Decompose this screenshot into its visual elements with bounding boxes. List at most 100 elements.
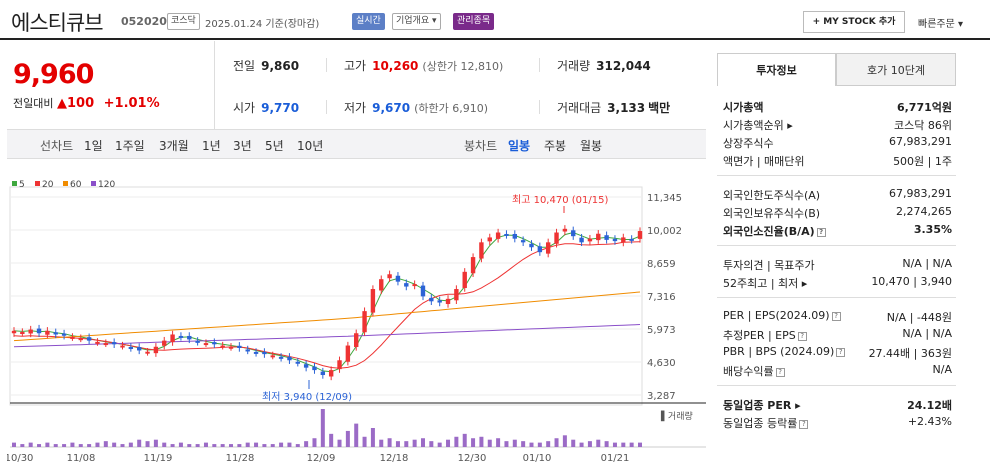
divider (326, 100, 327, 114)
candle-chart-label: 봉차트 (464, 139, 498, 153)
candle-body (554, 232, 559, 244)
volume-bar (203, 442, 208, 447)
row-52week[interactable]: 52주최고 | 최저 ▸ 10,470 | 3,940 (723, 275, 952, 290)
line-chart-label: 선차트 (40, 139, 74, 153)
volume-bar (62, 444, 67, 447)
add-mystock-button[interactable]: + MY STOCK 추가 (803, 11, 905, 33)
volume-bar (454, 436, 459, 447)
ma-line-60 (13, 291, 641, 342)
quick-order-button[interactable]: 빠른주문 ▾ (918, 19, 963, 30)
period-1y[interactable]: 1년 (202, 139, 221, 153)
period-1d[interactable]: 1일 (84, 139, 103, 153)
tab-investment-info[interactable]: 투자정보 (717, 53, 836, 86)
candle-body (128, 347, 134, 350)
period-5y[interactable]: 5년 (265, 139, 284, 153)
candle-body (454, 289, 459, 301)
x-tick-label: 12/09 (307, 453, 336, 464)
candle-body (487, 237, 492, 242)
help-icon: ? (836, 348, 846, 357)
candle-body (178, 335, 184, 338)
stock-header: 에스티큐브 052020 코스닥 2025.01.24 기준(장마감) 실시간 … (0, 0, 990, 40)
volume-bar (529, 442, 534, 447)
low-annotation: 최저 3,940 (12/09) (262, 391, 352, 403)
high-annotation: 최고 10,470 (01/15) (512, 194, 608, 206)
candle-body (295, 361, 300, 364)
candle-body (195, 340, 200, 343)
volume-label: 거래량 (557, 59, 591, 73)
volume-bar (362, 436, 367, 447)
candle-body (120, 345, 125, 348)
y-tick-label: 4,630 (647, 358, 676, 369)
candle-body (637, 231, 643, 239)
period-10y[interactable]: 10년 (297, 139, 324, 153)
candle-body (270, 355, 275, 358)
volume-bar (178, 442, 183, 447)
price-stats: 전일 9,860 고가 10,260 (상한가 12,810) 거래량 312,044 … (216, 41, 706, 129)
row-sector-rate: 동일업종 등락률? +2.43% (723, 415, 952, 430)
volume-bar (279, 442, 284, 447)
volume-bar (170, 444, 175, 447)
volume-bar (496, 438, 501, 447)
x-tick-label: 01/10 (523, 453, 552, 464)
period-3m[interactable]: 3개월 (159, 139, 189, 153)
candle-monthly[interactable]: 월봉 (580, 139, 603, 153)
tab-orderbook[interactable]: 호가 10단계 (836, 53, 956, 86)
open-value: 9,770 (261, 101, 300, 115)
amount-value: 3,133 (607, 101, 646, 115)
candle-body (520, 240, 526, 243)
volume-bar (629, 442, 634, 447)
row-foreign-hold: 외국인보유주식수(B) 2,274,265 (723, 205, 952, 220)
candle-weekly[interactable]: 주봉 (544, 139, 567, 153)
open-label: 시가 (233, 101, 256, 115)
volume-bar (329, 433, 334, 447)
divider (717, 297, 956, 298)
candle-daily[interactable]: 일봉 (508, 139, 531, 153)
candle-body (629, 238, 634, 241)
candle-body (571, 230, 576, 237)
candle-body (78, 338, 83, 341)
volume-bar (70, 442, 75, 447)
company-overview-tag[interactable]: 기업개요 ▾ (392, 13, 441, 30)
x-tick-label: 11/28 (226, 453, 255, 464)
period-1w[interactable]: 1주일 (115, 139, 145, 153)
investment-info-panel: 투자정보 호가 10단계 시가총액 6,771억원 시가총액순위 ▸ 코스닥 86위… (717, 53, 956, 441)
ma-line-20 (13, 241, 641, 369)
volume-bar (446, 439, 451, 447)
realtime-tag[interactable]: 실시간 (352, 13, 385, 30)
volume-bar (370, 428, 375, 447)
period-3y[interactable]: 3년 (233, 139, 252, 153)
price-box: 9,960 전일대비 ▲100 +1.01% (7, 41, 215, 129)
x-tick-label: 11/08 (67, 453, 96, 464)
stock-chart[interactable]: 5 20 60 120 11,345 10,002 8,659 7,316 5,973 4… (5, 160, 706, 465)
candle-body (303, 364, 309, 368)
candle-body (145, 351, 150, 354)
row-market-rank[interactable]: 시가총액순위 ▸ 코스닥 86위 (723, 119, 952, 132)
candle-body (237, 345, 242, 348)
volume-bar (596, 439, 601, 447)
candle-body (420, 285, 426, 297)
date-label: 2025.01.24 기준(장마감) (205, 19, 320, 30)
volume-bar (587, 441, 592, 447)
candle-body (70, 336, 75, 339)
row-sector-per[interactable]: 동일업종 PER ▸ 24.12배 (723, 399, 952, 412)
candle-body (137, 347, 142, 351)
volume-bar (437, 442, 442, 447)
y-tick-label: 3,287 (647, 391, 676, 402)
candle-body (354, 333, 359, 348)
candle-body (529, 243, 534, 248)
candle-body (429, 297, 434, 302)
y-tick-label: 5,973 (647, 325, 676, 336)
candle-body (545, 242, 551, 254)
help-icon: ? (816, 228, 826, 237)
candle-body (512, 233, 517, 239)
volume-bar (262, 444, 267, 447)
candle-body (170, 334, 175, 343)
candle-body (362, 311, 367, 333)
amount-label: 거래대금 (557, 101, 602, 115)
ma-line-120 (13, 324, 641, 348)
volume-bar (320, 409, 325, 447)
candle-body (604, 235, 609, 240)
candle-body (228, 346, 234, 349)
volume-bar (487, 439, 492, 447)
change-percent: +1.01% (103, 96, 160, 111)
